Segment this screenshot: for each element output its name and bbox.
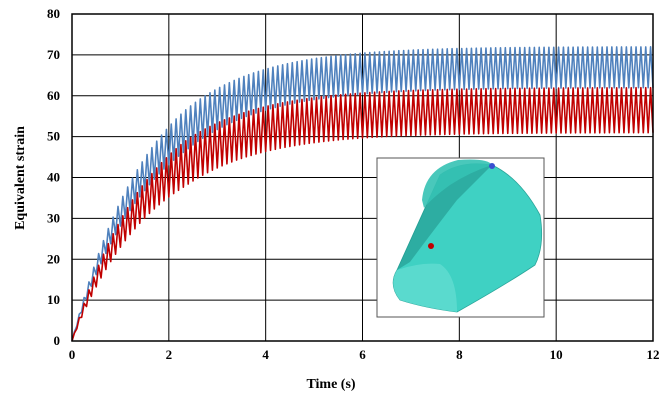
y-tick-label-0: 0 — [54, 333, 61, 348]
x-tick-label-2: 4 — [262, 347, 269, 362]
x-tick-label-0: 0 — [69, 347, 76, 362]
x-tick-label-3: 6 — [359, 347, 366, 362]
inset-marker-red — [428, 243, 434, 249]
grid-lines — [71, 13, 654, 342]
y-tick-label-2: 20 — [47, 251, 60, 266]
x-axis-label: Time (s) — [306, 377, 355, 392]
inset-model-image — [376, 157, 545, 318]
x-tick-label-5: 10 — [550, 347, 563, 362]
plot-frame — [71, 13, 654, 342]
y-tick-label-5: 50 — [47, 129, 60, 144]
inset-shaded-face — [397, 163, 492, 270]
series-line-1 — [71, 86, 654, 342]
y-tick-label-4: 40 — [47, 170, 60, 185]
inset-marker-blue — [489, 163, 495, 169]
y-tick-label-3: 30 — [47, 210, 60, 225]
y-tick-label-6: 60 — [47, 88, 60, 103]
tick-labels: 0 2 4 6 8 10 12 0 10 20 30 40 50 60 70 80 — [47, 6, 660, 362]
y-tick-label-1: 10 — [47, 292, 60, 307]
x-tick-label-6: 12 — [647, 347, 660, 362]
y-tick-label-7: 70 — [47, 47, 60, 62]
inset-top-cap — [422, 159, 492, 208]
y-axis-label: Equivalent strain — [13, 126, 28, 230]
x-tick-label-1: 2 — [166, 347, 173, 362]
series-layer — [71, 46, 654, 342]
series-line-0 — [71, 46, 654, 342]
axes — [71, 13, 654, 342]
y-tick-label-8: 80 — [47, 6, 60, 21]
x-tick-label-4: 8 — [456, 347, 463, 362]
inset-bottom-face — [393, 263, 457, 312]
